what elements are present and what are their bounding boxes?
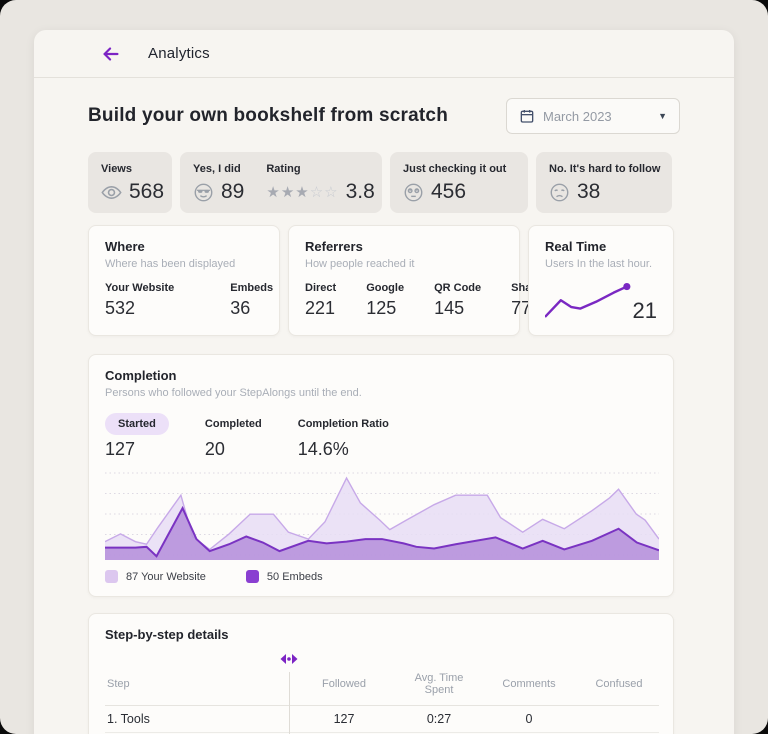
confused-alert: 1 — [579, 732, 659, 734]
stat-rating: Rating ★ ★ ★ ☆ ☆ 3.8 — [266, 163, 374, 204]
ref-google: Google 125 — [366, 282, 405, 318]
back-arrow-icon[interactable] — [100, 43, 122, 65]
col-confused[interactable]: Confused — [579, 666, 659, 706]
legend-embeds: 50 Embeds — [245, 570, 323, 583]
realtime-value: 21 — [632, 298, 657, 323]
col-comments[interactable]: Comments — [479, 666, 579, 706]
stat-value: 89 — [221, 180, 245, 203]
stat-just-checking: Just checking it out 456 — [390, 152, 528, 213]
referrers-card: Referrers How people reached it Direct 2… — [288, 225, 548, 336]
stat-yes-i-did: Yes, I did 89 — [193, 163, 244, 204]
stat-value: 456 — [431, 180, 467, 203]
cool-face-icon — [193, 182, 214, 203]
col-followed[interactable]: Followed — [289, 666, 399, 706]
legend-swatch-dark — [245, 570, 259, 583]
rolling-eyes-face-icon — [403, 182, 424, 203]
star-rating-icons: ★ ★ ★ ☆ ☆ — [266, 184, 338, 201]
calendar-icon — [519, 108, 535, 124]
stepalong-title: Build your own bookshelf from scratch — [88, 105, 448, 126]
stat-feedback-group: Yes, I did 89 Rating ★ ★ ★ ☆ ☆ 3.8 — [180, 152, 382, 213]
chart-legend: 87 Your Website 50 Embeds — [105, 570, 657, 583]
steps-card: Step-by-step details Step Followed Avg. … — [88, 613, 674, 734]
completion-card: Completion Persons who followed your Ste… — [88, 354, 674, 597]
ref-direct: Direct 221 — [305, 282, 337, 318]
stat-value: 3.8 — [345, 180, 375, 203]
app-bar: Analytics — [34, 30, 734, 78]
page-title: Analytics — [148, 45, 210, 62]
col-avg-time[interactable]: Avg. Time Spent — [399, 666, 479, 706]
column-divider — [289, 672, 290, 734]
card-title: Real Time — [545, 239, 607, 254]
card-title: Referrers — [305, 239, 363, 254]
legend-your-website: 87 Your Website — [105, 570, 206, 583]
eye-icon — [101, 182, 122, 203]
legend-swatch-light — [105, 570, 118, 583]
realtime-sparkline-chart — [545, 282, 631, 318]
where-your-website: Your Website 532 — [105, 282, 175, 318]
steps-table: Step Followed Avg. Time Spent Comments C… — [105, 666, 659, 734]
stat-label: Views — [101, 163, 132, 175]
sad-face-icon — [549, 182, 570, 203]
card-subtitle: Where has been displayed — [105, 258, 236, 270]
card-subtitle: Persons who followed your StepAlongs unt… — [105, 387, 362, 399]
column-resize-handle-icon[interactable] — [278, 652, 300, 664]
completion-ratio: Completion Ratio 14.6% — [297, 418, 389, 459]
card-title: Where — [105, 239, 145, 254]
completion-completed: Completed 20 — [204, 418, 262, 459]
stat-label: Just checking it out — [403, 163, 507, 175]
stat-label: Rating — [266, 163, 301, 175]
card-title: Step-by-step details — [105, 627, 229, 642]
stats-row: Views 568 Yes, I did — [88, 152, 680, 213]
table-row[interactable]: 1. Tools 127 0:27 0 — [105, 705, 659, 733]
card-subtitle: Users In the last hour. — [545, 258, 652, 270]
stat-views: Views 568 — [88, 152, 172, 213]
ref-qr-code: QR Code 145 — [434, 282, 482, 318]
started-pill[interactable]: Started — [105, 413, 169, 435]
where-card: Where Where has been displayed Your Webs… — [88, 225, 280, 336]
stat-label: Yes, I did — [193, 163, 241, 175]
table-row[interactable]: 2. Materials 67 0:43 3 1 — [105, 732, 659, 734]
analytics-window: Analytics Build your own bookshelf from … — [34, 30, 734, 734]
stat-value: 38 — [577, 180, 601, 203]
card-subtitle: How people reached it — [305, 258, 415, 270]
card-title: Completion — [105, 368, 177, 383]
where-embeds: Embeds 36 — [230, 282, 274, 318]
completion-started: Started 127 — [105, 413, 169, 460]
realtime-card: Real Time Users In the last hour. 21 — [528, 225, 674, 336]
period-value: March 2023 — [543, 108, 612, 124]
col-step[interactable]: Step — [105, 666, 289, 706]
stat-hard-to-follow: No. It's hard to follow 38 — [536, 152, 672, 213]
period-select[interactable]: March 2023 ▼ — [506, 98, 680, 134]
chevron-down-icon: ▼ — [658, 111, 667, 121]
completion-area-chart — [105, 472, 659, 560]
stat-label: No. It's hard to follow — [549, 163, 661, 175]
stat-value: 568 — [129, 180, 165, 203]
